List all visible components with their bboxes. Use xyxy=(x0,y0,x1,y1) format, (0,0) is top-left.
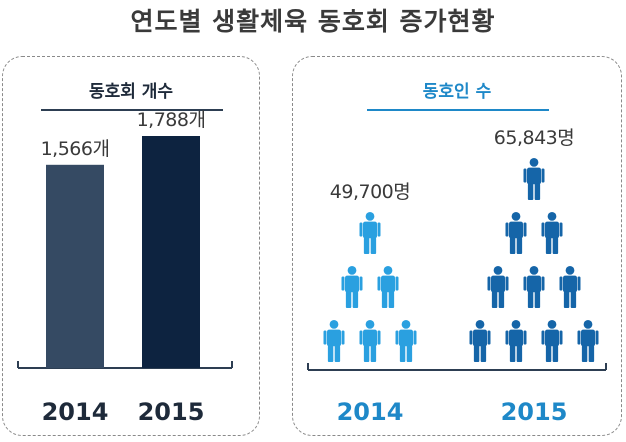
person-icon-2014-r2-2 xyxy=(395,320,417,362)
person-icon-2014-r0-0 xyxy=(359,212,381,254)
pictogram-category-label-2015: 2015 xyxy=(501,398,568,426)
person-icon-2014-r1-0 xyxy=(341,266,363,308)
person-icon-2015-r1-0 xyxy=(505,212,527,254)
page-title: 연도별 생활체육 동호회 증가현황 xyxy=(130,7,496,36)
person-icon-2014-r2-1 xyxy=(359,320,381,362)
bar-2015 xyxy=(142,136,200,368)
bar-2014 xyxy=(46,164,104,368)
person-icon-2015-r0-0 xyxy=(523,158,545,200)
bar-value-label-2015: 1,788개 xyxy=(137,109,206,131)
person-icon-2015-r3-3 xyxy=(577,320,599,362)
person-icon-2015-r2-1 xyxy=(523,266,545,308)
member-count-title: 동호인 수 xyxy=(422,82,492,102)
person-icon-2015-r3-0 xyxy=(469,320,491,362)
person-icon-2015-r3-2 xyxy=(541,320,563,362)
member-count-title-rule xyxy=(367,109,549,111)
bar-value-label-2014: 1,566개 xyxy=(41,138,110,160)
club-count-title: 동호회 개수 xyxy=(88,82,174,102)
person-icon-2015-r2-0 xyxy=(487,266,509,308)
member-count-panel: 동호인 수 xyxy=(292,56,622,436)
pictogram-value-label-2015: 65,843명 xyxy=(494,127,574,149)
club-count-title-rule xyxy=(41,109,223,111)
person-icon-2015-r2-2 xyxy=(559,266,581,308)
person-icon-2015-r1-1 xyxy=(541,212,563,254)
bar-category-label-2015: 2015 xyxy=(138,398,205,426)
person-icon-2014-r1-1 xyxy=(377,266,399,308)
pictogram-category-label-2014: 2014 xyxy=(337,398,404,426)
club-count-panel: 동호회 개수 xyxy=(2,56,260,436)
pictogram-value-label-2014: 49,700명 xyxy=(330,181,410,203)
person-icon-2014-r2-0 xyxy=(323,320,345,362)
person-icon-2015-r3-1 xyxy=(505,320,527,362)
bar-category-label-2014: 2014 xyxy=(42,398,109,426)
